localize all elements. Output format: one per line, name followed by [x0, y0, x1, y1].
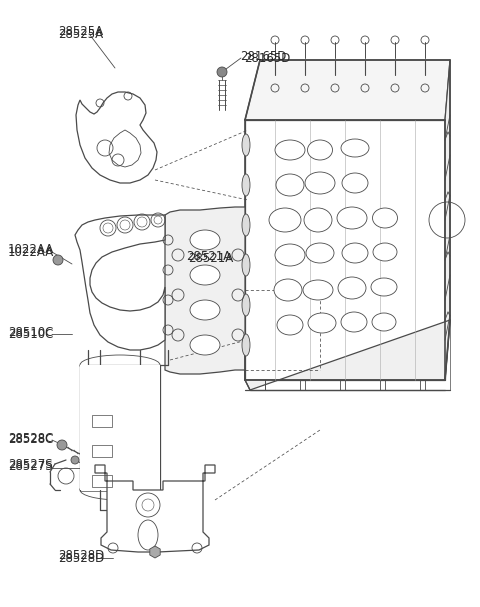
- Bar: [92, 445, 112, 457]
- Text: 28527S: 28527S: [8, 458, 53, 471]
- Text: 1022AA: 1022AA: [8, 243, 54, 256]
- Circle shape: [57, 440, 67, 450]
- Bar: [88, 140, 104, 150]
- Ellipse shape: [338, 277, 366, 299]
- Text: 28525A: 28525A: [58, 25, 103, 38]
- Ellipse shape: [275, 140, 305, 160]
- Polygon shape: [165, 207, 245, 374]
- Ellipse shape: [306, 243, 334, 263]
- Ellipse shape: [372, 208, 397, 228]
- Bar: [92, 415, 112, 427]
- Ellipse shape: [242, 174, 250, 196]
- Circle shape: [217, 67, 227, 77]
- Ellipse shape: [305, 172, 335, 194]
- Ellipse shape: [342, 243, 368, 263]
- Polygon shape: [75, 215, 165, 350]
- Circle shape: [53, 255, 63, 265]
- Text: 28528C: 28528C: [8, 432, 53, 445]
- Bar: [92, 475, 112, 487]
- Text: 28521A: 28521A: [186, 250, 231, 263]
- Ellipse shape: [276, 174, 304, 196]
- Polygon shape: [245, 320, 450, 390]
- Polygon shape: [245, 60, 450, 120]
- Ellipse shape: [341, 139, 369, 157]
- Polygon shape: [95, 465, 215, 552]
- Text: 28521A: 28521A: [188, 252, 233, 265]
- Text: 1022AA: 1022AA: [8, 246, 54, 259]
- Ellipse shape: [308, 313, 336, 333]
- Ellipse shape: [342, 173, 368, 193]
- Polygon shape: [245, 120, 445, 380]
- Ellipse shape: [190, 335, 220, 355]
- Ellipse shape: [303, 280, 333, 300]
- Ellipse shape: [277, 315, 303, 335]
- Ellipse shape: [274, 279, 302, 301]
- Text: 28510C: 28510C: [8, 326, 53, 339]
- Ellipse shape: [304, 208, 332, 232]
- Text: 28528D: 28528D: [58, 552, 104, 565]
- Text: 28165D: 28165D: [244, 52, 290, 65]
- Ellipse shape: [372, 313, 396, 331]
- Polygon shape: [80, 365, 160, 490]
- Ellipse shape: [373, 243, 397, 261]
- Polygon shape: [445, 60, 450, 380]
- Ellipse shape: [190, 230, 220, 250]
- Ellipse shape: [190, 265, 220, 285]
- Text: 28527S: 28527S: [8, 460, 53, 473]
- Text: 28510C: 28510C: [8, 328, 53, 341]
- Ellipse shape: [371, 278, 397, 296]
- Ellipse shape: [242, 134, 250, 156]
- Polygon shape: [76, 92, 157, 183]
- Text: 28525A: 28525A: [58, 28, 103, 41]
- Ellipse shape: [242, 334, 250, 356]
- Circle shape: [71, 456, 79, 464]
- Ellipse shape: [242, 254, 250, 276]
- Polygon shape: [150, 546, 160, 558]
- Ellipse shape: [275, 244, 305, 266]
- Ellipse shape: [269, 208, 301, 232]
- Ellipse shape: [337, 207, 367, 229]
- Polygon shape: [109, 130, 141, 167]
- Ellipse shape: [341, 312, 367, 332]
- Ellipse shape: [242, 214, 250, 236]
- Ellipse shape: [242, 294, 250, 316]
- Text: 28528C: 28528C: [8, 433, 53, 446]
- Text: 28528D: 28528D: [58, 549, 104, 562]
- Bar: [88, 125, 106, 137]
- Ellipse shape: [308, 140, 333, 160]
- Ellipse shape: [190, 300, 220, 320]
- Text: 28165D: 28165D: [240, 50, 287, 63]
